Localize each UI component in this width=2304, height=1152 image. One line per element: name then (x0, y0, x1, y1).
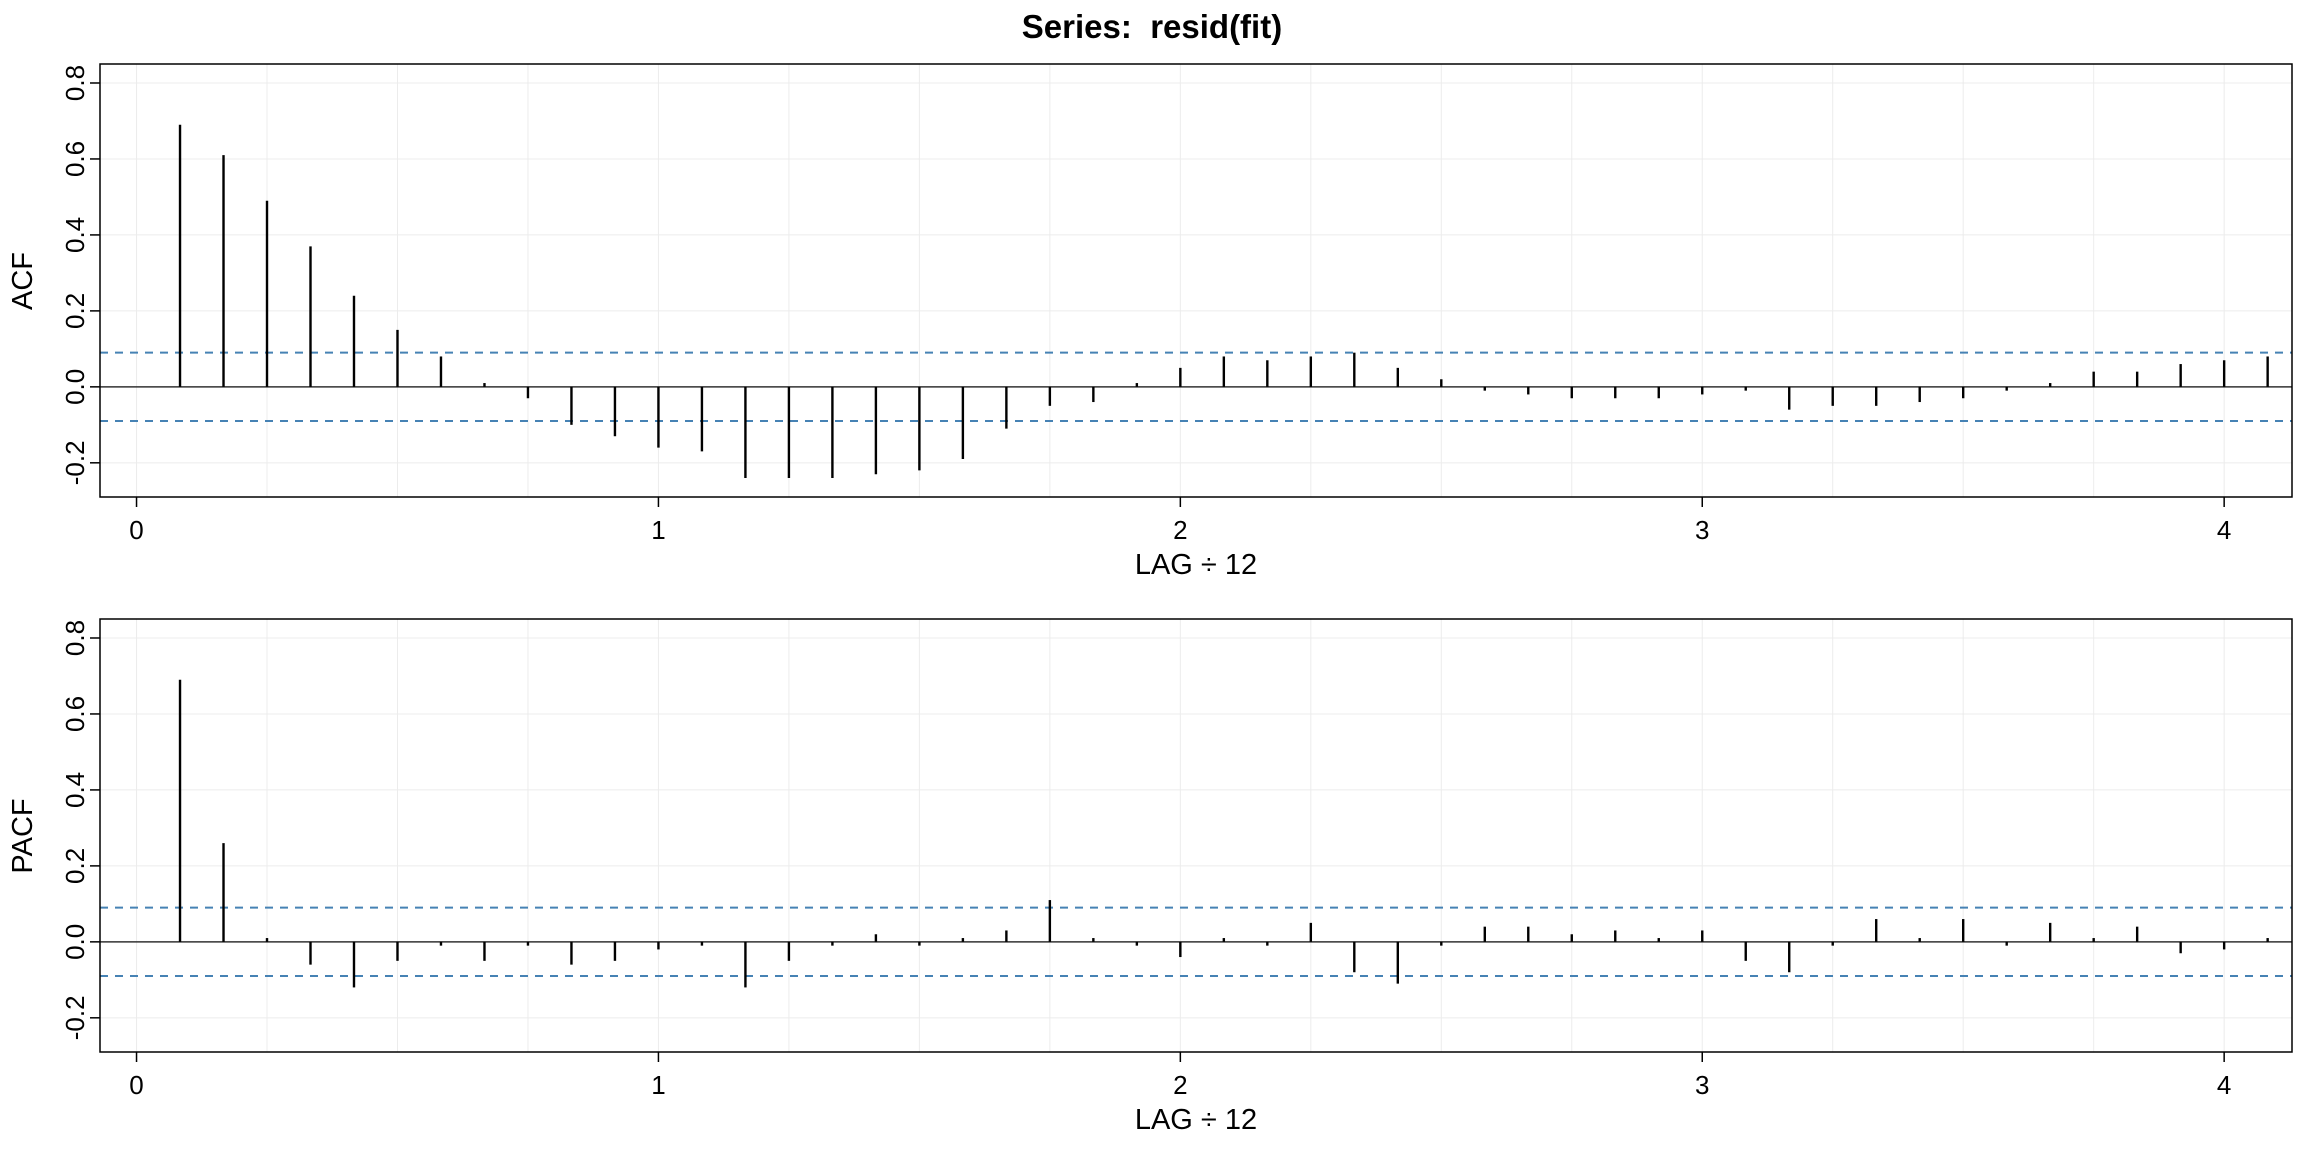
x-tick-label: 2 (1173, 1070, 1187, 1100)
x-tick-label: 2 (1173, 515, 1187, 545)
y-tick-label: -0.2 (60, 440, 90, 485)
x-tick-label: 0 (129, 1070, 143, 1100)
y-tick-label: 0.0 (60, 369, 90, 405)
plot-border (99, 63, 2293, 498)
x-tick-label: 4 (2217, 515, 2231, 545)
x-tick-label: 0 (129, 515, 143, 545)
acf-chart: LAG ÷ 12 ACF 0 1 2 3 4 -0.2 0.0 0.2 0.4 0.6 0.8 (7, 63, 2293, 581)
x-tick-label: 3 (1695, 1070, 1709, 1100)
y-tick-label: 0.6 (60, 696, 90, 732)
plot-border (99, 618, 2293, 1053)
x-tick-label: 4 (2217, 1070, 2231, 1100)
y-tick-label: 0.0 (60, 924, 90, 960)
y-tick-label: 0.6 (60, 141, 90, 177)
acf-x-axis-label: LAG ÷ 12 (1135, 549, 1257, 581)
pacf-chart: LAG ÷ 12 PACF 0 1 2 3 4 -0.2 0.0 0.2 0.4 0.6 0.8 (7, 618, 2293, 1136)
y-tick-label: 0.8 (60, 620, 90, 656)
y-tick-label: 0.8 (60, 65, 90, 101)
y-tick-label: 0.2 (60, 848, 90, 884)
pacf-x-axis-label: LAG ÷ 12 (1135, 1104, 1257, 1136)
y-tick-label: 0.4 (60, 772, 90, 808)
pacf-y-axis-label: PACF (7, 798, 39, 873)
figure-title: Series: resid(fit) (1021, 8, 1283, 45)
x-tick-label: 1 (651, 1070, 665, 1100)
x-tick-label: 3 (1695, 515, 1709, 545)
acf-y-axis-label: ACF (7, 252, 39, 310)
y-tick-label: -0.2 (60, 995, 90, 1040)
y-tick-label: 0.2 (60, 293, 90, 329)
y-tick-label: 0.4 (60, 217, 90, 253)
x-tick-label: 1 (651, 515, 665, 545)
